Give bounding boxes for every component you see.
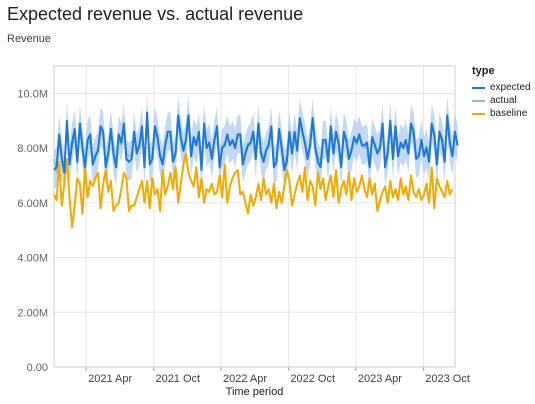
y-axis-title: Revenue [7,33,52,45]
y-tick-label: 0.00 [27,362,48,374]
legend-item-actual[interactable]: actual [472,94,531,107]
legend-item-expected[interactable]: expected [472,81,531,94]
legend-swatch-baseline [472,112,485,115]
x-tick-label: 2022 Oct [290,373,335,385]
plot-frame [53,65,456,368]
legend-label-actual: actual [490,95,517,106]
y-tick-label: 4.00M [17,253,48,265]
y-tick-label: 8.00M [17,143,48,155]
legend-label-expected: expected [490,82,531,93]
x-tick-label: 2023 Apr [358,373,402,385]
y-tick-label: 10.0M [17,88,48,100]
series-line-expected [53,111,459,174]
series-line-baseline [53,152,454,229]
expected-band [54,93,458,192]
legend-label-baseline: baseline [490,108,528,119]
y-tick-label: 2.00M [17,307,48,319]
legend: type expected actual baseline [472,65,531,120]
chart-title: Expected revenue vs. actual revenue [7,4,304,24]
x-tick-label: 2023 Oct [425,373,470,385]
legend-swatch-actual [472,99,485,102]
legend-title: type [472,65,495,77]
legend-item-baseline[interactable]: baseline [472,107,531,120]
y-tick-label: 6.00M [17,198,48,210]
legend-swatch-expected [472,86,485,89]
x-tick-label: 2021 Oct [155,373,200,385]
x-tick-label: 2021 Apr [88,373,132,385]
x-tick-label: 2022 Apr [223,373,267,385]
x-axis-title: Time period [225,386,284,398]
